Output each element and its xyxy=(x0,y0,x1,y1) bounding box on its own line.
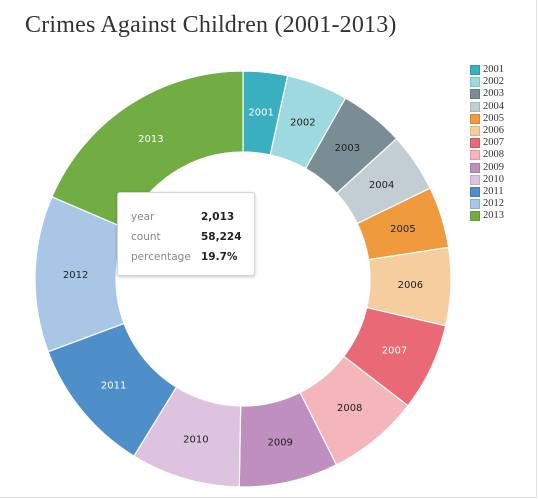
legend-label: 2013 xyxy=(483,210,504,222)
slice-label-2010: 2010 xyxy=(183,435,208,446)
legend-label: 2012 xyxy=(483,198,504,210)
legend-swatch xyxy=(470,150,480,161)
tooltip-key: percentage xyxy=(131,251,191,263)
tooltip-row-count: count 58,224 xyxy=(131,227,242,247)
donut-slices xyxy=(34,70,452,488)
legend-item-2004[interactable]: 2004 xyxy=(470,101,504,113)
slice-label-2002: 2002 xyxy=(290,118,315,129)
legend-swatch xyxy=(470,113,480,124)
tooltip-value: 2,013 xyxy=(201,211,235,223)
slice-label-2005: 2005 xyxy=(390,224,415,235)
legend-item-2001[interactable]: 2001 xyxy=(470,64,504,76)
legend-label: 2007 xyxy=(483,137,504,149)
slice-label-2008: 2008 xyxy=(337,403,362,414)
legend-label: 2009 xyxy=(483,161,504,173)
slice-label-2011: 2011 xyxy=(101,380,126,391)
legend-label: 2008 xyxy=(483,149,504,161)
legend-label: 2004 xyxy=(483,100,504,112)
legend-item-2012[interactable]: 2012 xyxy=(470,198,504,210)
legend-swatch xyxy=(470,89,480,100)
legend-item-2010[interactable]: 2010 xyxy=(470,174,504,186)
legend-label: 2001 xyxy=(483,64,504,76)
legend-item-2009[interactable]: 2009 xyxy=(470,162,504,174)
legend-swatch xyxy=(470,126,480,137)
legend-label: 2002 xyxy=(483,76,504,88)
tooltip-key: count xyxy=(131,231,161,243)
legend-swatch xyxy=(470,174,480,185)
slice-label-2004: 2004 xyxy=(369,180,394,191)
legend-label: 2005 xyxy=(483,112,504,124)
legend-item-2003[interactable]: 2003 xyxy=(470,88,504,100)
legend-swatch xyxy=(470,186,480,197)
slice-label-2012: 2012 xyxy=(63,270,88,281)
legend-item-2005[interactable]: 2005 xyxy=(470,113,504,125)
legend-swatch xyxy=(470,101,480,112)
legend-swatch xyxy=(470,162,480,173)
slice-label-2003: 2003 xyxy=(335,143,360,154)
legend-label: 2010 xyxy=(483,173,504,185)
slice-label-2009: 2009 xyxy=(267,437,292,448)
legend-swatch xyxy=(470,199,480,210)
chart-title: Crimes Against Children (2001-2013) xyxy=(25,12,397,38)
tooltip-value: 58,224 xyxy=(201,231,242,243)
legend-item-2011[interactable]: 2011 xyxy=(470,186,504,198)
slice-label-2001: 2001 xyxy=(248,108,273,119)
legend-item-2008[interactable]: 2008 xyxy=(470,149,504,161)
legend: 2001 2002 2003 2004 2005 2006 2007 2008 2009 2010… xyxy=(470,64,504,222)
legend-swatch xyxy=(470,211,480,222)
legend-label: 2006 xyxy=(483,125,504,137)
legend-swatch xyxy=(470,77,480,88)
donut-labels: 2001 2002 2003 2004 2005 2006 2007 2008 2009 2010… xyxy=(63,108,423,449)
legend-item-2007[interactable]: 2007 xyxy=(470,137,504,149)
legend-item-2002[interactable]: 2002 xyxy=(470,76,504,88)
legend-item-2013[interactable]: 2013 xyxy=(470,210,504,222)
tooltip-value: 19.7% xyxy=(201,251,238,263)
slice-label-2007: 2007 xyxy=(382,346,407,357)
legend-swatch xyxy=(470,65,480,76)
tooltip-row-percentage: percentage 19.7% xyxy=(131,247,242,267)
slice-2013[interactable] xyxy=(51,70,244,230)
legend-swatch xyxy=(470,138,480,149)
legend-label: 2011 xyxy=(483,185,504,197)
legend-item-2006[interactable]: 2006 xyxy=(470,125,504,137)
slice-label-2013: 2013 xyxy=(138,134,163,145)
tooltip: year 2,013 count 58,224 percentage 19.7% xyxy=(117,192,255,276)
slice-label-2006: 2006 xyxy=(398,280,423,291)
legend-label: 2003 xyxy=(483,88,504,100)
tooltip-row-year: year 2,013 xyxy=(131,207,242,227)
tooltip-key: year xyxy=(131,211,155,223)
